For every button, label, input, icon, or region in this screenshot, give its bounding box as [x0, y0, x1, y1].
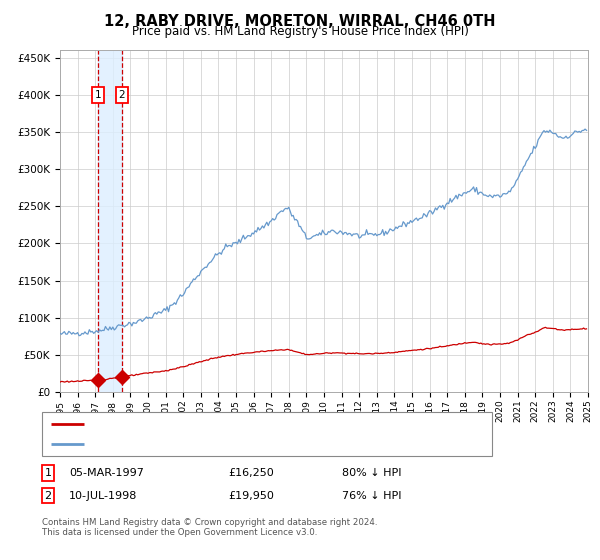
Text: 05-MAR-1997: 05-MAR-1997	[69, 468, 144, 478]
Bar	[98, 50, 122, 392]
Text: 12, RABY DRIVE, MORETON, WIRRAL, CH46 0TH: 12, RABY DRIVE, MORETON, WIRRAL, CH46 0T…	[104, 14, 496, 29]
Text: HPI: Average price, detached house, Wirral: HPI: Average price, detached house, Wirr…	[90, 439, 314, 449]
Text: Contains HM Land Registry data © Crown copyright and database right 2024.
This d: Contains HM Land Registry data © Crown c…	[42, 518, 377, 538]
Text: 1: 1	[44, 468, 52, 478]
Text: 2: 2	[44, 491, 52, 501]
Text: £16,250: £16,250	[228, 468, 274, 478]
Text: 1: 1	[95, 90, 101, 100]
Text: Price paid vs. HM Land Registry's House Price Index (HPI): Price paid vs. HM Land Registry's House …	[131, 25, 469, 38]
Text: 10-JUL-1998: 10-JUL-1998	[69, 491, 137, 501]
Text: 12, RABY DRIVE, MORETON, WIRRAL, CH46 0TH (detached house): 12, RABY DRIVE, MORETON, WIRRAL, CH46 0T…	[90, 419, 431, 430]
Text: 2: 2	[119, 90, 125, 100]
Text: £19,950: £19,950	[228, 491, 274, 501]
Text: 80% ↓ HPI: 80% ↓ HPI	[342, 468, 401, 478]
Text: 76% ↓ HPI: 76% ↓ HPI	[342, 491, 401, 501]
